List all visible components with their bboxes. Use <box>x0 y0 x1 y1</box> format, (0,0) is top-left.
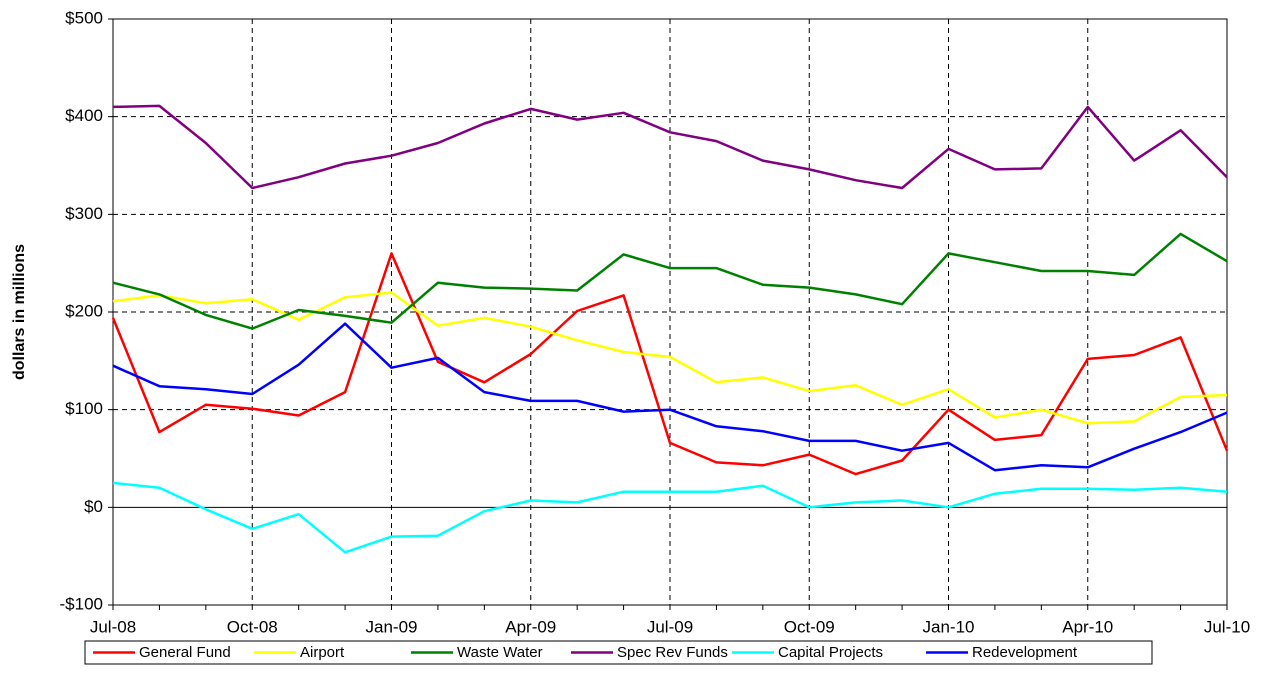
x-tick-label: Oct-08 <box>227 617 278 636</box>
y-tick-label: $200 <box>65 301 103 320</box>
legend-label: Spec Rev Funds <box>617 644 728 661</box>
y-tick-label: $400 <box>65 106 103 125</box>
legend-label: General Fund <box>139 644 231 661</box>
y-tick-label: $0 <box>84 497 103 516</box>
x-tick-label: Oct-09 <box>784 617 835 636</box>
series-line <box>111 252 1229 476</box>
legend-label: Redevelopment <box>972 644 1078 661</box>
series-line <box>112 481 1228 554</box>
x-tick-label: Apr-10 <box>1062 617 1113 636</box>
legend-label: Waste Water <box>457 644 543 661</box>
series-line <box>112 232 1228 330</box>
legend-label: Capital Projects <box>778 644 883 661</box>
x-tick-label: Jul-10 <box>1204 617 1250 636</box>
legend-box <box>84 640 1153 665</box>
series-line <box>112 291 1228 425</box>
y-tick-label: $300 <box>65 204 103 223</box>
x-tick-label: Jul-08 <box>90 617 136 636</box>
series-line <box>112 322 1228 472</box>
y-tick-label: $500 <box>65 8 103 27</box>
legend-label: Airport <box>300 644 345 661</box>
x-tick-label: Apr-09 <box>505 617 556 636</box>
plot-frame <box>112 18 1228 606</box>
x-tick-label: Jan-09 <box>366 617 418 636</box>
y-tick-label: -$100 <box>60 594 103 613</box>
series-line <box>112 104 1228 190</box>
y-axis-label: dollars in millions <box>11 244 28 380</box>
x-tick-label: Jan-10 <box>923 617 975 636</box>
x-tick-label: Jul-09 <box>647 617 693 636</box>
y-tick-label: $100 <box>65 399 103 418</box>
